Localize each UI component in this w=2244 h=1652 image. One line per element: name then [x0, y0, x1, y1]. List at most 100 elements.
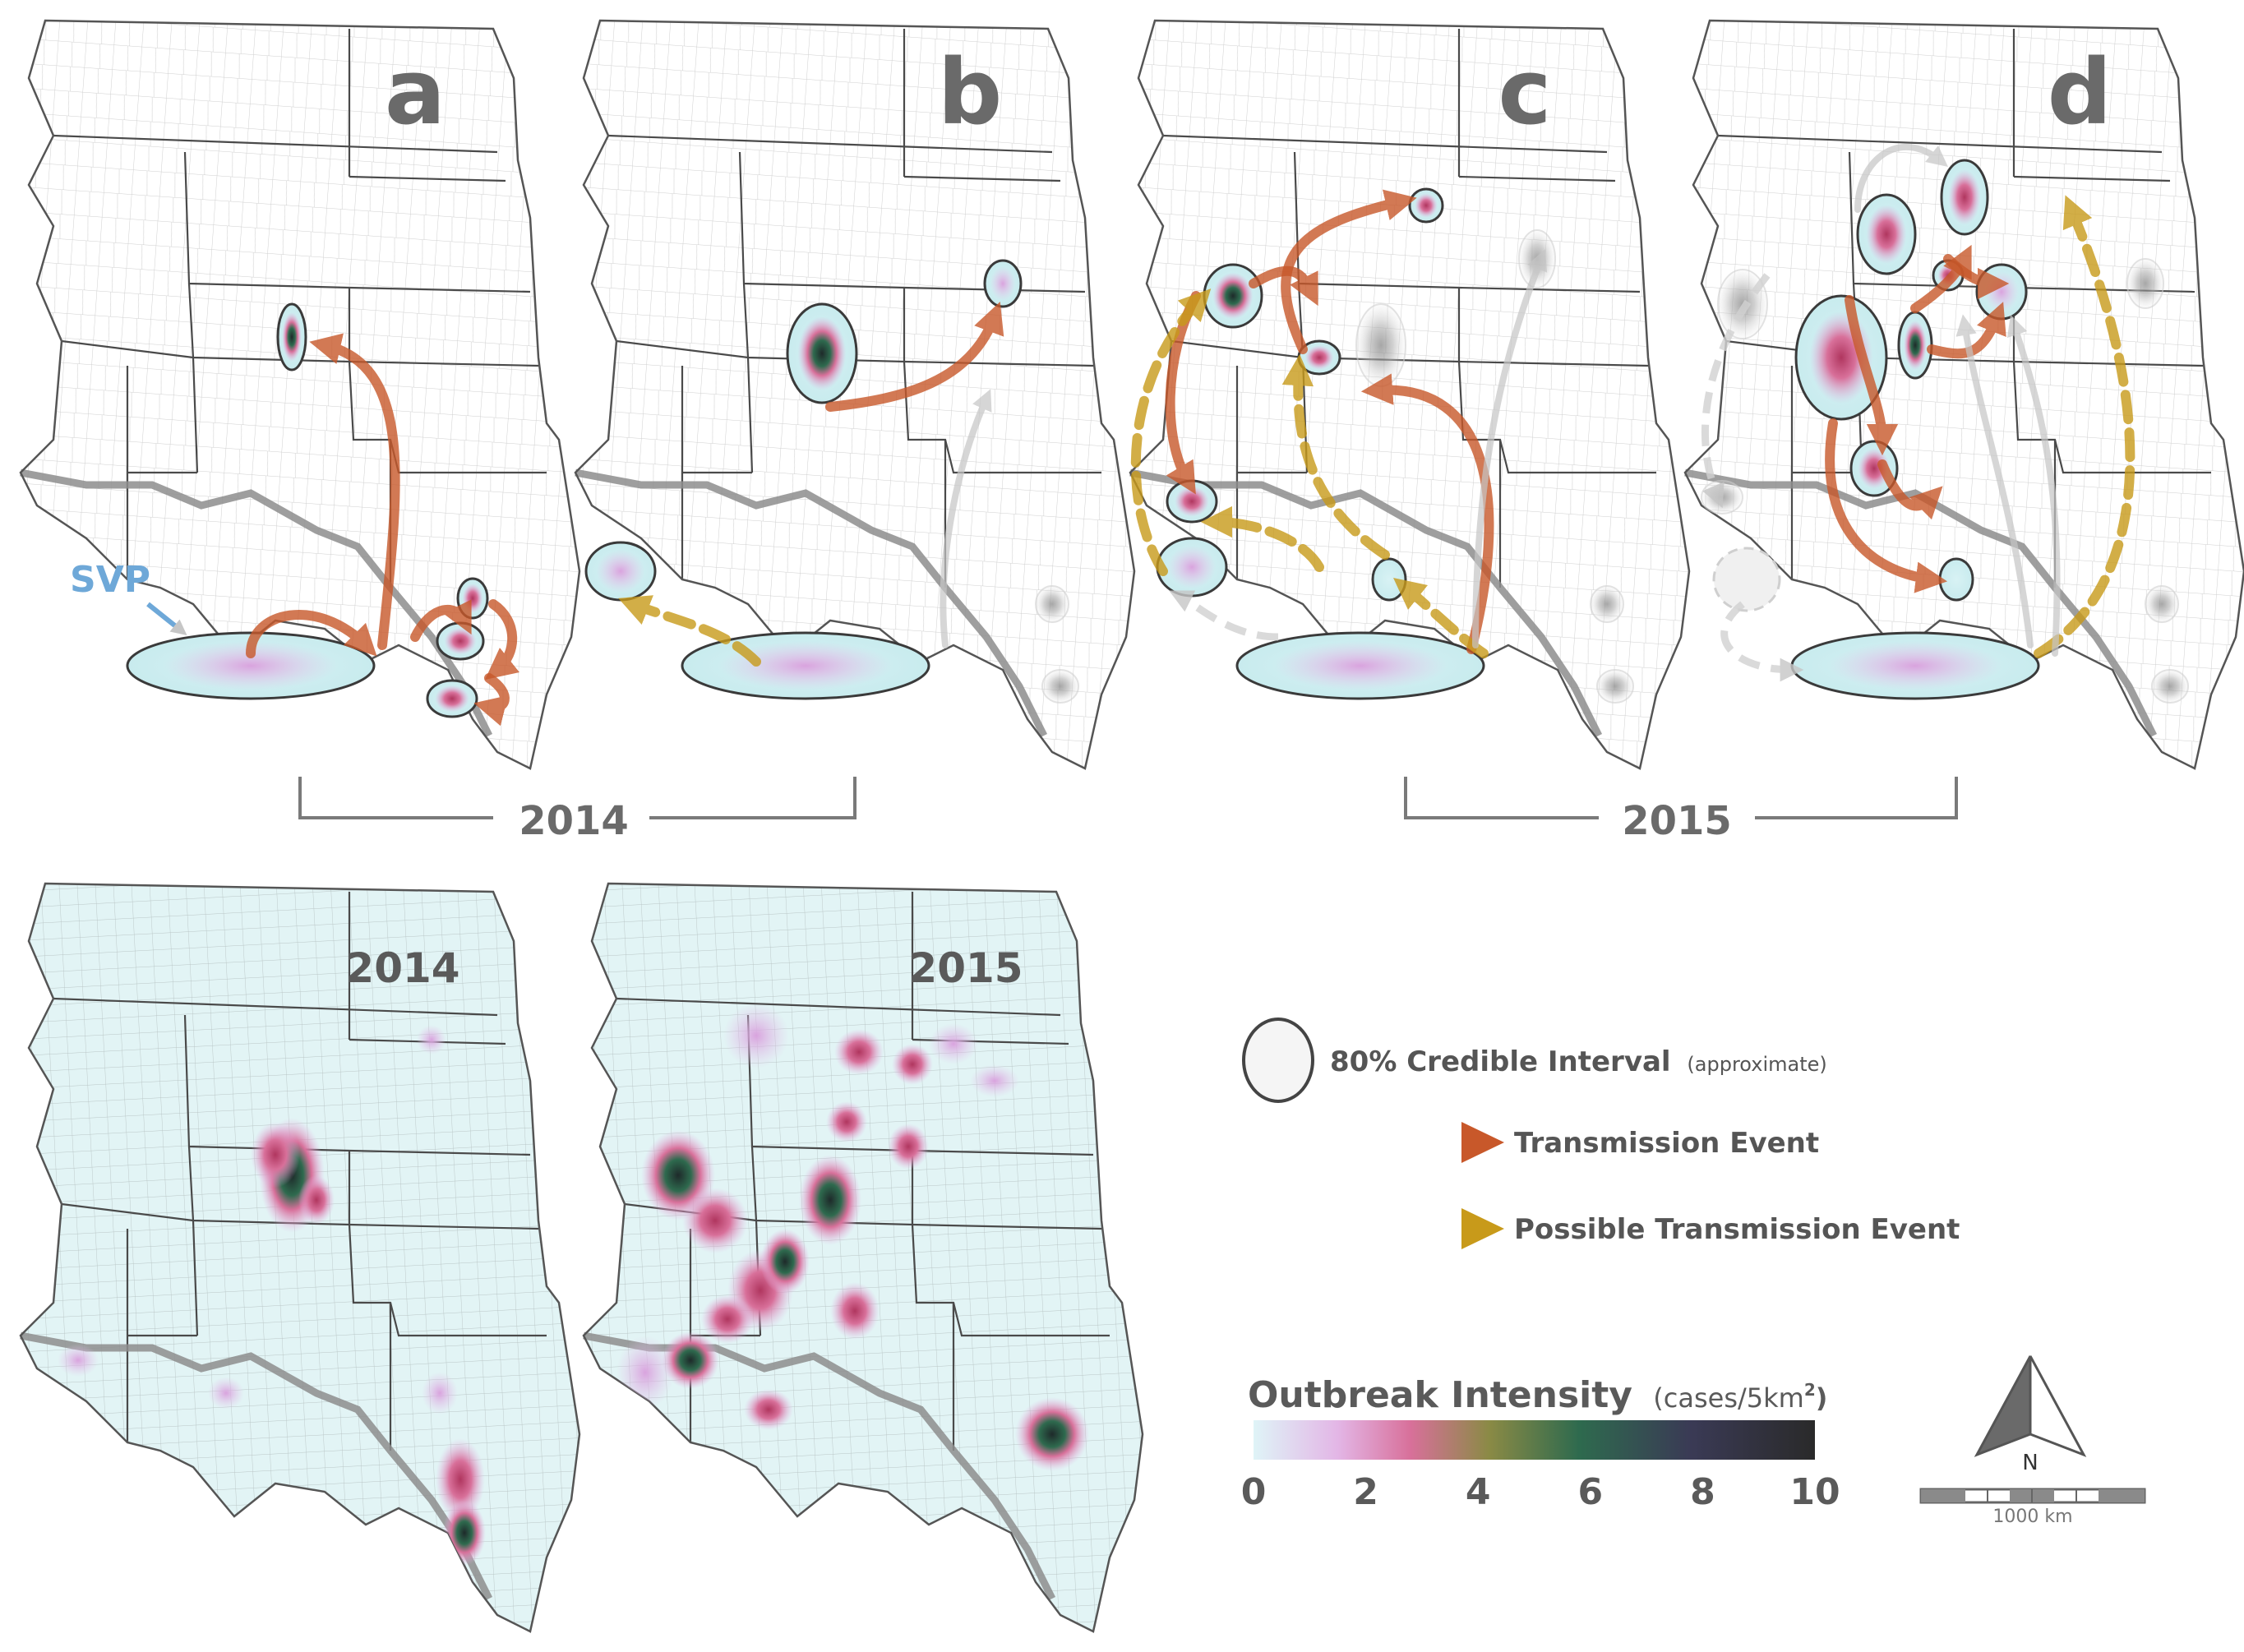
credible-interval-ellipse	[1856, 193, 1917, 275]
transmission-arrow	[473, 673, 510, 727]
credible-interval-ellipse	[1371, 557, 1407, 602]
year-bracket-2015: 2015	[1404, 777, 1958, 844]
prior-transmission-arrow	[1472, 249, 1548, 648]
svg-text:80% Credible Interval (a: 80% Credible Interval (approximate)	[1330, 1045, 1827, 1078]
transmission-arrow	[246, 610, 377, 658]
intensity-map-year: 2014	[345, 944, 459, 992]
credible-interval-ellipse	[1975, 263, 2028, 321]
prior-possible-arrow	[1720, 601, 1804, 682]
outbreak-hotspot	[834, 1029, 884, 1075]
colorbar-tick-label: 6	[1577, 1471, 1603, 1513]
colorbar-tick-label: 4	[1466, 1471, 1491, 1513]
transmission-legend-arrowhead	[1461, 1122, 1504, 1163]
scale-bar: 1000 km	[1919, 1488, 2146, 1527]
colorbar-tick-label: 0	[1241, 1471, 1267, 1513]
outbreak-hotspot	[892, 1044, 933, 1085]
intensity-map-2015: 2015	[582, 882, 1144, 1633]
north-arrow: N	[1974, 1355, 2087, 1475]
scale-bar-label: 1000 km	[1992, 1507, 2072, 1527]
possible-legend-label: Possible Transmission Event	[1514, 1213, 1960, 1246]
transmission-arrow	[1845, 295, 1899, 456]
outbreak-hotspot	[443, 1500, 486, 1566]
prior-outbreak-ghost	[1596, 669, 1634, 704]
transmission-arrow	[410, 599, 472, 642]
outbreak-hotspot	[682, 1188, 748, 1253]
panel-letter: d	[2048, 39, 2112, 145]
credible-interval-ellipse	[1235, 631, 1485, 700]
transmission-arrow	[825, 302, 1004, 412]
transmission-arrow	[485, 599, 519, 681]
intensity-map-year: 2015	[908, 944, 1023, 992]
outbreak-hotspot	[744, 1389, 793, 1430]
prior-outbreak-ghost	[1041, 669, 1079, 704]
prior-outbreak-ghost	[1035, 585, 1069, 623]
prior-outbreak-ghost	[1355, 303, 1406, 387]
outbreak-hotspot	[1015, 1397, 1089, 1471]
outbreak-hotspot	[456, 1615, 489, 1631]
prior-possible-arrow	[1701, 273, 1771, 509]
credible-interval-ellipse	[681, 631, 930, 700]
outbreak-hotspot	[417, 1025, 446, 1054]
colorbar-units: (cases/5km	[1653, 1382, 1804, 1414]
possible-transmission-arrow	[2034, 195, 2135, 658]
credible-interval-ellipse	[1790, 631, 2040, 700]
credible-interval-ellipse	[983, 259, 1023, 308]
outbreak-hotspot	[970, 1064, 1019, 1097]
panel-d: d	[1683, 19, 2244, 770]
outbreak-hotspot	[760, 1229, 810, 1294]
prior-outbreak-ghost	[1701, 480, 1743, 515]
transmission-arrow	[1249, 265, 1318, 307]
credible-interval-ellipse	[786, 302, 858, 404]
year-bracket-label: 2014	[519, 798, 629, 844]
prior-possible-arrow	[1169, 590, 1279, 641]
ci-legend-label: 80% Credible Interval	[1330, 1045, 1671, 1078]
prior-transmission-arrow	[1955, 314, 2034, 648]
panel-letter: b	[938, 39, 1003, 145]
panel-a: a SVP	[19, 19, 581, 770]
svg-text:Outbreak Intensity (case: Outbreak Intensity (cases/5km2)	[1248, 1374, 1827, 1416]
colorbar-tick-label: 8	[1690, 1471, 1715, 1513]
transmission-arrow	[1281, 189, 1417, 354]
colorbar-units-suffix: )	[1816, 1382, 1828, 1414]
credible-interval-ellipse	[1897, 311, 1933, 380]
prior-outbreak-ghost	[1590, 585, 1624, 623]
outbreak-hotspot	[251, 1122, 300, 1188]
north-arrow-icon-right	[2029, 1355, 2087, 1457]
panel-letter: c	[1498, 39, 1551, 145]
credible-interval-legend-symbol	[1242, 1018, 1314, 1103]
outbreak-hotspot	[298, 1175, 335, 1225]
credible-interval-ellipse	[1408, 187, 1444, 224]
colorbar-ramp	[1254, 1420, 1815, 1460]
possible-transmission-arrow	[1130, 288, 1212, 576]
outbreak-hotspot	[58, 1344, 99, 1377]
outbreak-hotspot	[196, 1516, 239, 1549]
outbreak-hotspot	[799, 1155, 861, 1245]
outbreak-hotspot	[436, 1438, 485, 1520]
outbreak-hotspot	[826, 1101, 867, 1142]
panel-c: c	[1129, 19, 1691, 770]
transmission-arrow	[1877, 459, 1943, 520]
credible-interval-ellipse	[1156, 537, 1228, 598]
possible-transmission-arrow	[1200, 505, 1324, 572]
intensity-map-2014: 2014	[19, 882, 581, 1633]
svp-label: SVP	[70, 559, 150, 601]
transmission-arrow	[1360, 373, 1494, 654]
credible-interval-ellipse	[584, 541, 657, 602]
colorbar-units-sup: 2	[1804, 1380, 1816, 1400]
prior-transmission-arrow	[940, 389, 992, 648]
outbreak-hotspot	[723, 1003, 789, 1068]
svp-pointer-arrow	[146, 602, 187, 635]
credible-interval-ellipse	[1203, 263, 1263, 329]
colorbar-title: Outbreak Intensity	[1248, 1374, 1632, 1416]
prior-outbreak-ghost	[2145, 585, 2179, 623]
outbreak-hotspot	[929, 1023, 978, 1064]
possible-transmission-arrow	[618, 595, 761, 667]
outbreak-hotspot	[429, 1562, 475, 1619]
north-label: N	[2022, 1451, 2038, 1475]
outbreak-hotspot	[830, 1282, 880, 1340]
colorbar-tick-label: 2	[1353, 1471, 1378, 1513]
transmission-legend-label: Transmission Event	[1514, 1127, 1819, 1160]
outbreak-hotspot	[208, 1377, 244, 1410]
panel-letter: a	[385, 39, 446, 145]
possible-legend-arrowhead	[1461, 1208, 1504, 1249]
